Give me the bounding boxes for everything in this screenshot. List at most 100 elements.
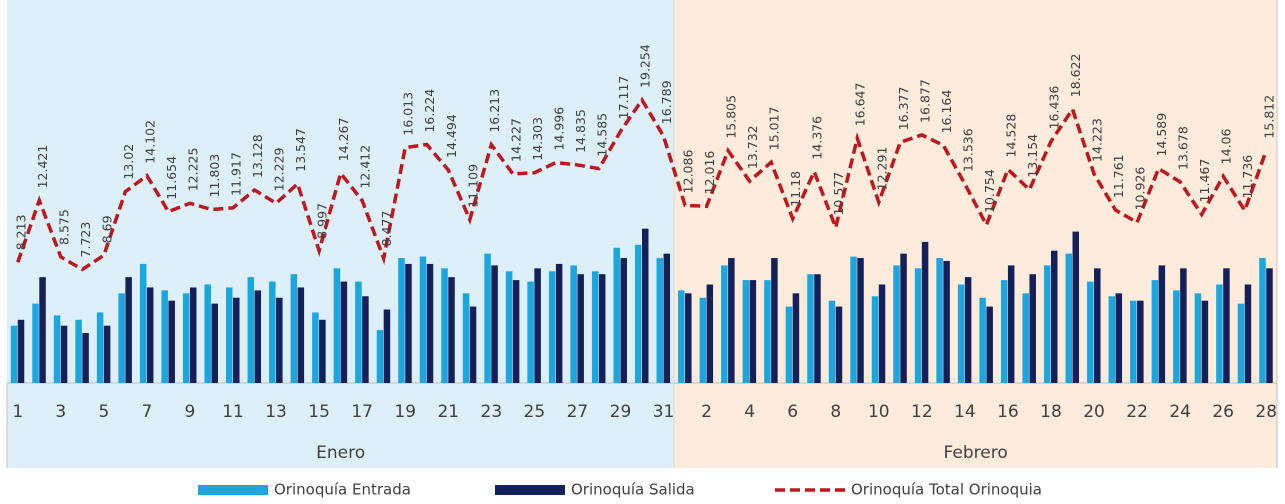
data-label: 14.589 <box>1154 113 1169 157</box>
bar <box>900 253 907 383</box>
x-tick-label: 16 <box>997 402 1019 422</box>
data-label: 11.109 <box>465 164 480 208</box>
bar <box>226 287 233 383</box>
legend-swatch <box>198 485 268 495</box>
bar <box>10 325 18 383</box>
bar <box>340 281 348 383</box>
bar <box>60 325 68 383</box>
bar <box>469 306 477 383</box>
bar <box>1087 281 1094 383</box>
bar <box>1130 300 1137 383</box>
x-tick-label: 26 <box>1212 402 1234 422</box>
data-label: 16.789 <box>659 80 674 124</box>
month-label: Febrero <box>944 443 1008 463</box>
x-tick-label: 4 <box>744 402 755 422</box>
bar <box>548 271 556 383</box>
bar <box>1115 293 1123 383</box>
bar <box>254 290 262 383</box>
data-label: 15.805 <box>724 95 739 139</box>
bar <box>376 330 384 383</box>
bar <box>146 287 154 383</box>
bar <box>728 258 735 383</box>
data-label: 16.436 <box>1046 86 1061 130</box>
data-label: 19.254 <box>638 44 653 88</box>
bar <box>893 265 900 383</box>
bar <box>484 253 491 383</box>
bar <box>1043 265 1051 383</box>
data-label: 13.678 <box>1176 126 1191 170</box>
bar <box>168 300 175 383</box>
bar <box>405 263 412 383</box>
data-label: 16.213 <box>487 89 502 133</box>
bar <box>1237 303 1245 383</box>
data-label: 12.229 <box>272 147 287 191</box>
bar <box>333 268 341 383</box>
bar <box>721 265 728 383</box>
data-label: 11.736 <box>1240 155 1255 199</box>
bar <box>1194 293 1202 383</box>
data-label: 12.291 <box>874 147 889 191</box>
bar <box>118 293 125 383</box>
bar <box>850 256 857 383</box>
bar <box>189 287 197 383</box>
data-label: 8.477 <box>379 211 394 247</box>
data-label: 12.086 <box>681 150 696 194</box>
bar <box>297 287 305 383</box>
bar <box>53 315 61 383</box>
x-tick-label: 14 <box>954 402 976 422</box>
data-label: 13.732 <box>745 125 760 169</box>
legend-label: Orinoquía Total Orinoquia <box>851 481 1042 499</box>
bar <box>656 258 664 383</box>
bar <box>1108 296 1116 383</box>
x-tick-label: 1 <box>12 402 23 422</box>
data-label: 15.812 <box>1262 95 1277 139</box>
data-label: 14.227 <box>508 118 523 162</box>
bar <box>835 306 843 383</box>
bar <box>39 277 46 383</box>
bar <box>635 244 642 383</box>
data-label: 11.917 <box>229 152 244 196</box>
bar <box>462 293 470 383</box>
data-label: 8.575 <box>56 209 71 245</box>
data-label: 14.06 <box>1219 128 1234 164</box>
data-label: 10.754 <box>982 169 997 213</box>
bar <box>986 306 993 383</box>
line <box>16 96 1268 272</box>
x-tick-label: 6 <box>787 402 798 422</box>
bar <box>75 319 82 383</box>
data-label: 14.835 <box>573 109 588 153</box>
data-label: 7.723 <box>78 222 93 258</box>
bar <box>914 268 922 383</box>
data-label: 13.536 <box>960 128 975 172</box>
bar <box>17 319 25 383</box>
bar <box>398 258 405 383</box>
bar <box>1029 274 1036 383</box>
x-tick-label: 20 <box>1083 402 1105 422</box>
bar <box>957 284 965 383</box>
bar <box>1072 231 1080 383</box>
bar <box>742 280 750 383</box>
bar <box>857 258 864 383</box>
bar <box>807 274 814 383</box>
bar <box>139 263 147 383</box>
x-tick-label: 19 <box>394 402 416 422</box>
x-tick-label: 7 <box>142 402 153 422</box>
bar <box>211 303 218 383</box>
bar <box>1158 265 1166 383</box>
bar <box>620 258 627 383</box>
x-tick-label: 13 <box>265 402 287 422</box>
legend-label: Orinoquía Entrada <box>274 481 411 499</box>
bar <box>269 281 276 383</box>
x-tick-label: 17 <box>351 402 373 422</box>
data-label: 14.996 <box>551 107 566 151</box>
bar <box>871 296 879 383</box>
bar <box>319 319 326 383</box>
data-label: 11.803 <box>207 154 222 198</box>
bar <box>678 290 685 383</box>
bar <box>771 258 778 383</box>
data-label: 16.224 <box>422 89 437 133</box>
bar <box>1065 253 1073 383</box>
bar <box>441 268 448 383</box>
bar <box>276 297 283 383</box>
bar <box>426 263 434 383</box>
